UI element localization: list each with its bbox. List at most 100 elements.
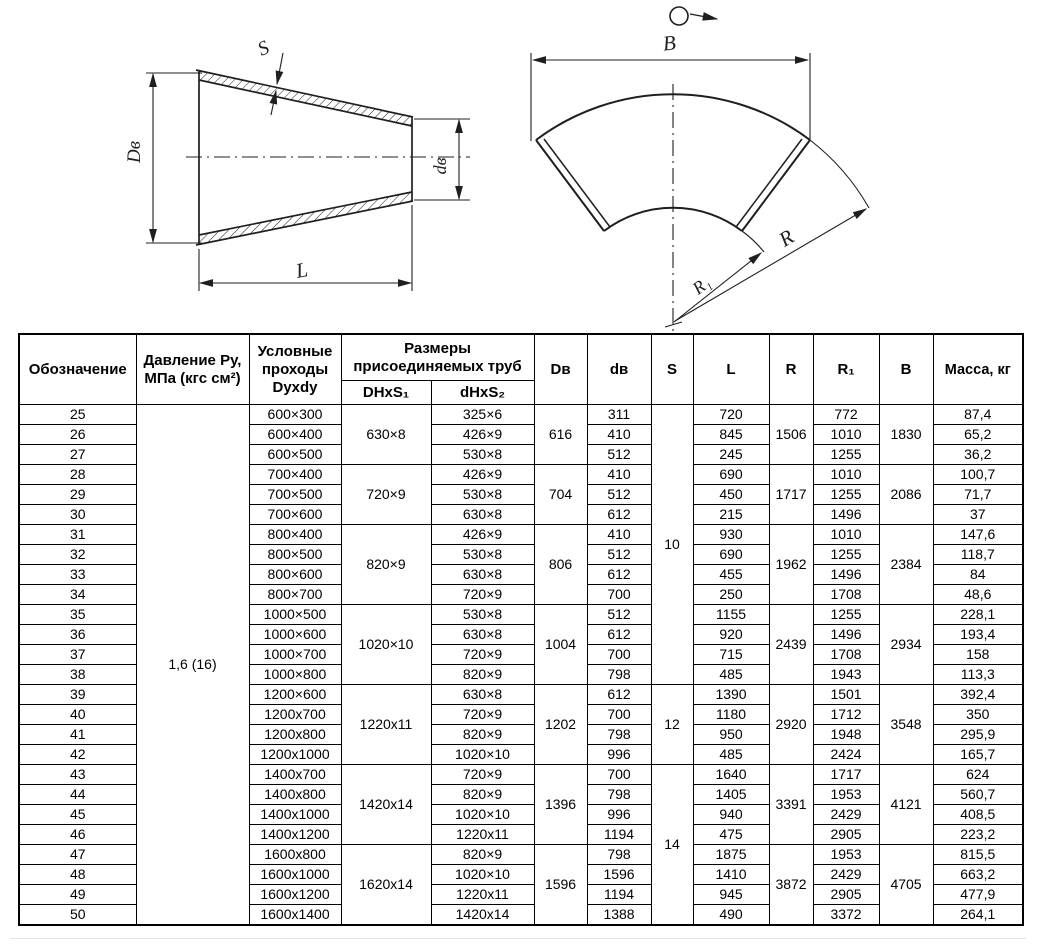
cell-r: 2439: [768, 604, 814, 685]
cell-mass: 100,7: [932, 464, 1024, 485]
sector-right-end-edge: [741, 139, 811, 232]
cell-pipe-d2: 630×8: [430, 504, 535, 525]
sector-right-end-inner-line: [735, 138, 803, 228]
cell-mass: 158: [932, 644, 1024, 665]
cell-mass: 392,4: [932, 684, 1024, 705]
cell-l: 940: [692, 804, 770, 825]
cell-pipe-d2: 426×9: [430, 524, 535, 545]
cell-designation: 27: [18, 444, 137, 465]
label-dv-outer: Dв: [124, 141, 145, 164]
view-circle: [669, 6, 689, 26]
cell-bore: 1000×700: [248, 644, 342, 665]
cell-designation: 50: [18, 904, 137, 926]
cell-bore: 700×600: [248, 504, 342, 525]
cell-mass: 71,7: [932, 484, 1024, 505]
cell-designation: 40: [18, 704, 137, 725]
cell-bore: 700×500: [248, 484, 342, 505]
cell-mass: 65,2: [932, 424, 1024, 445]
cell-designation: 26: [18, 424, 137, 445]
table-row: 30 700×600 630×8 612 215 1496 37: [18, 504, 1024, 525]
cell-dv-inner: 410: [586, 424, 652, 445]
cell-dv-outer: 1396: [533, 764, 588, 845]
cell-mass: 295,9: [932, 724, 1024, 745]
cell-mass: 264,1: [932, 904, 1024, 926]
cell-pipe-d2: 1220x11: [430, 824, 535, 845]
cell-mass: 165,7: [932, 744, 1024, 765]
cell-r: 1506: [768, 404, 814, 465]
cell-r1: 1496: [812, 624, 880, 645]
label-r: R: [774, 224, 799, 252]
table-row: 35 1000×500 1020×10 530×8 1004 512 1155 2439 125…: [18, 604, 1024, 685]
cell-mass: 223,2: [932, 824, 1024, 845]
reducer-bottom-wall-hatch: [199, 192, 412, 244]
cell-dv-inner: 512: [586, 604, 652, 625]
table-row: 37 1000×700 720×9 700 715 1708 158: [18, 644, 1024, 665]
header-bore-line1: Условные: [257, 342, 333, 360]
cell-dv-outer: 1596: [533, 844, 588, 926]
cell-pipe-d2: 1020×10: [430, 744, 535, 765]
header-pipes-line1: Размеры: [404, 339, 471, 357]
cell-r: 2920: [768, 684, 814, 765]
cell-dv-inner: 612: [586, 564, 652, 585]
header-dv-inner: dв: [586, 333, 652, 405]
cell-dv-outer: 616: [533, 404, 588, 465]
cell-pipe-d2: 530×8: [430, 444, 535, 465]
dim-line-r1: [673, 252, 762, 323]
cell-pipe-d1: 1420x14: [340, 764, 432, 845]
cell-dv-outer: 1004: [533, 604, 588, 685]
cell-designation: 39: [18, 684, 137, 705]
cell-dv-inner: 996: [586, 744, 652, 765]
sector-outer-arc-extension: [809, 139, 870, 209]
reducer-top-wall-outline: [195, 69, 414, 127]
cell-pipe-d1: 820×9: [340, 524, 432, 605]
cell-l: 475: [692, 824, 770, 845]
dim-extension-lines-dv-outer: [146, 72, 202, 244]
cell-designation: 34: [18, 584, 137, 605]
cell-dv-outer: 704: [533, 464, 588, 525]
cell-bore: 1400x700: [248, 764, 342, 785]
cell-pipe-d1: 1620x14: [340, 844, 432, 926]
cell-s: 12: [650, 684, 694, 765]
cell-dv-inner: 512: [586, 444, 652, 465]
cell-l: 845: [692, 424, 770, 445]
cell-r1: 1010: [812, 464, 880, 485]
cell-l: 1410: [692, 864, 770, 885]
header-row-2: DHxS₁ dHxS₂: [19, 380, 1023, 405]
cell-mass: 663,2: [932, 864, 1024, 885]
cell-bore: 1600x1400: [248, 904, 342, 926]
header-l: L: [692, 333, 770, 405]
cell-r1: 1010: [812, 424, 880, 445]
cell-dv-inner: 612: [586, 504, 652, 525]
cell-dv-outer: 1202: [533, 684, 588, 765]
cell-pipe-d2: 820×9: [430, 664, 535, 685]
cell-bore: 800×600: [248, 564, 342, 585]
cell-b: 3548: [878, 684, 934, 765]
cell-s: 14: [650, 764, 694, 926]
cell-bore: 600×500: [248, 444, 342, 465]
reducer-drawing: Dв dв L S: [124, 36, 470, 291]
cell-pipe-d2: 820×9: [430, 844, 535, 865]
cell-l: 920: [692, 624, 770, 645]
cell-r1: 1255: [812, 544, 880, 565]
cell-dv-inner: 612: [586, 684, 652, 705]
cell-bore: 1000×600: [248, 624, 342, 645]
cell-dv-inner: 612: [586, 624, 652, 645]
cell-r1: 1255: [812, 484, 880, 505]
table-row: 50 1600x1400 1420x14 1388 490 3372 264,1: [18, 904, 1024, 926]
header-pressure: Давление Ру, МПа (кгс см²): [135, 333, 250, 405]
cell-dv-inner: 1194: [586, 884, 652, 905]
cell-bore: 1400x1000: [248, 804, 342, 825]
header-pipes: Размеры присоединяемых труб: [340, 333, 535, 381]
cell-bore: 1200x1000: [248, 744, 342, 765]
technical-drawings: Dв dв L S B: [124, 6, 870, 333]
cell-r1: 1255: [812, 604, 880, 625]
dim-line-r: [674, 208, 868, 322]
header-dv-outer: Dв: [533, 333, 588, 405]
cell-l: 455: [692, 564, 770, 585]
cell-b: 2086: [878, 464, 934, 525]
cell-b: 2934: [878, 604, 934, 685]
cell-bore: 600×300: [248, 404, 342, 425]
cell-bore: 800×400: [248, 524, 342, 545]
cell-designation: 42: [18, 744, 137, 765]
cell-pipe-d2: 426×9: [430, 424, 535, 445]
